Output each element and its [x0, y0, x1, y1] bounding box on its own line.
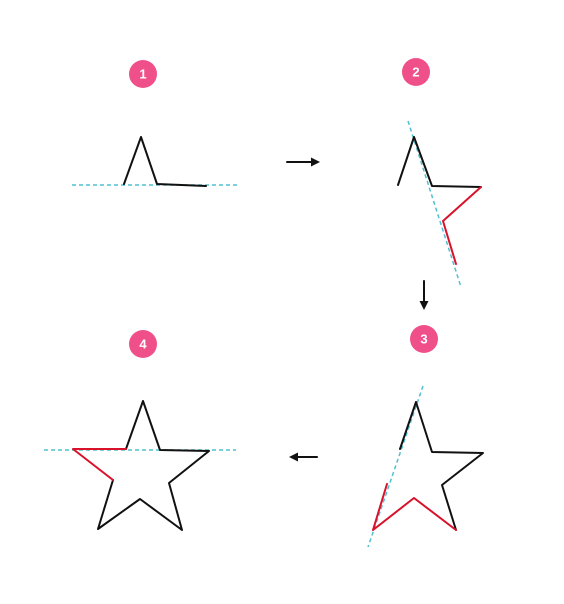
step-4-badge: 4	[129, 330, 157, 358]
step-3-black-strokes	[399, 401, 484, 531]
step-2-red-strokes	[442, 186, 482, 265]
step-2-black-strokes	[397, 136, 482, 188]
step-3-badge-number: 3	[420, 332, 427, 347]
step-2-guide-line	[407, 120, 462, 288]
step-3-badge-circle	[410, 325, 438, 353]
arrow-right-head	[311, 157, 320, 167]
step-3-red-strokes	[372, 483, 457, 531]
step-3-badge: 3	[410, 325, 438, 353]
arrow-step1-to-step2	[286, 157, 320, 167]
step-1-badge-number: 1	[139, 67, 146, 82]
step-1-badge: 1	[129, 60, 157, 88]
step-4-badge-number: 4	[139, 337, 147, 352]
step-2-badge-circle	[402, 58, 430, 86]
step-1-star-tip-stroke	[123, 136, 207, 187]
arrow-left-head	[289, 452, 298, 462]
step-4: 4	[44, 330, 236, 531]
arrow-down-head	[419, 301, 429, 310]
step-4-badge-circle	[129, 330, 157, 358]
step-2-badge: 2	[402, 58, 430, 86]
step-2: 2	[397, 58, 482, 288]
step-1-badge-circle	[129, 60, 157, 88]
step-3: 3	[367, 325, 484, 548]
arrow-step3-to-step4	[289, 452, 318, 462]
step-1: 1	[72, 60, 238, 187]
arrow-step2-to-step3	[419, 280, 429, 310]
step-3-guide-line	[367, 385, 424, 548]
step-4-black-strokes	[97, 400, 210, 531]
step-4-red-strokes	[72, 448, 127, 481]
step-2-badge-number: 2	[412, 65, 419, 80]
